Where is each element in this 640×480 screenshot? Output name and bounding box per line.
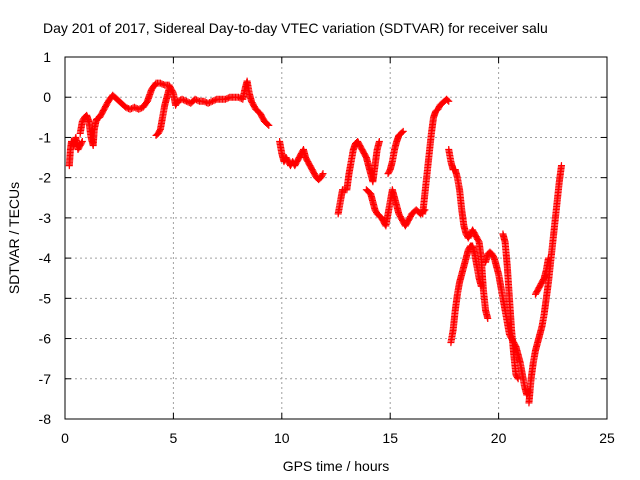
y-tick-label: 0 [43, 89, 51, 105]
x-tick-label: 10 [274, 430, 290, 446]
y-tick-label: -7 [39, 371, 52, 387]
x-tick-label: 15 [382, 430, 398, 446]
data-point-series-11 [514, 375, 522, 383]
x-tick-label: 20 [491, 430, 507, 446]
grid [65, 57, 607, 419]
data-point-series-2 [165, 85, 173, 93]
data-point-series-1 [265, 121, 273, 129]
y-tick-label: -6 [39, 331, 52, 347]
chart-title: Day 201 of 2017, Sidereal Day-to-day VTE… [43, 20, 548, 36]
x-tick-label: 5 [170, 430, 178, 446]
data-point-series-1 [264, 120, 272, 128]
y-tick-label: -1 [39, 129, 52, 145]
x-axis-label: GPS time / hours [283, 458, 390, 474]
y-tick-label: -8 [39, 411, 52, 427]
data-point-series-7 [444, 96, 452, 104]
data-point-series-9 [477, 282, 485, 290]
data-point-series-6 [398, 128, 406, 136]
axis-ticks [64, 56, 608, 420]
y-tick-label: -3 [39, 210, 52, 226]
data-point-series-12 [557, 162, 565, 170]
x-tick-label: 0 [61, 430, 69, 446]
data-point-series-7 [445, 97, 453, 105]
plot-frame [64, 56, 608, 420]
y-tick-label: -2 [39, 170, 52, 186]
data-point-series-4 [375, 137, 383, 145]
data-point-series-8 [484, 314, 492, 322]
data-point-series-13 [544, 254, 552, 262]
y-tick-label: -5 [39, 290, 52, 306]
data-points [65, 77, 565, 407]
y-tick-label: 1 [43, 49, 51, 65]
data-point-series-0 [78, 139, 86, 147]
data-point-series-3 [319, 170, 327, 178]
data-point-series-0 [78, 137, 86, 145]
x-tick-label: 25 [599, 430, 615, 446]
y-axis-label: SDTVAR / TECUs [6, 182, 22, 294]
data-point-series-11 [513, 373, 521, 381]
data-point-series-6 [399, 127, 407, 135]
data-point-series-3 [318, 171, 326, 179]
y-tick-label: -4 [39, 250, 52, 266]
